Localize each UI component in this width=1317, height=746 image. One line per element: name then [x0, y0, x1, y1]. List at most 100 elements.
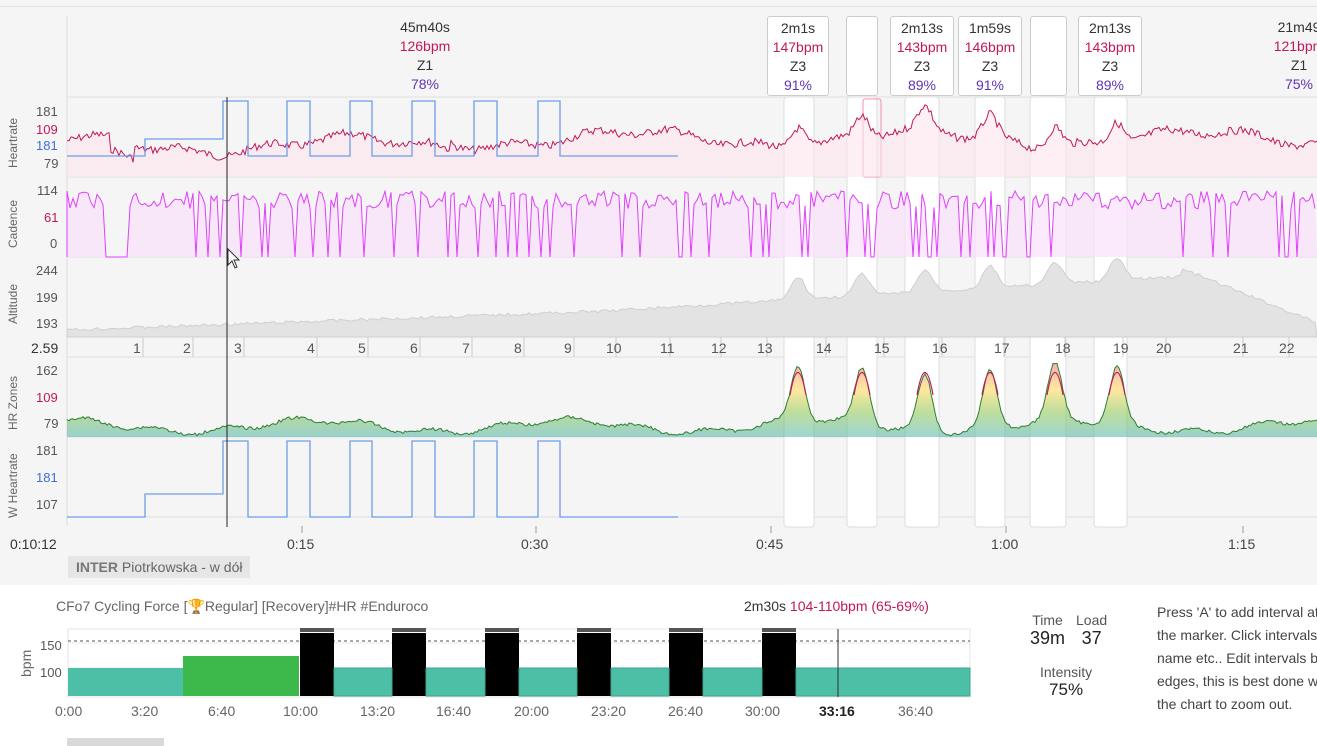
workout-time-tick: 20:00	[514, 703, 550, 719]
altitude-panel-title: Altitude	[6, 283, 20, 324]
workout-chart[interactable]	[0, 585, 1000, 746]
lap-number[interactable]: 10	[606, 340, 622, 356]
lap-number[interactable]: 3	[234, 340, 242, 356]
mouse-pointer-icon	[227, 247, 241, 269]
lap-number[interactable]: 21	[1233, 340, 1249, 356]
time-tick-label: 1:00	[991, 536, 1019, 552]
interval-card[interactable]	[846, 16, 878, 96]
hrzone-peak	[853, 372, 871, 396]
cadence-area	[67, 191, 1317, 257]
workout-step-cap	[669, 628, 703, 632]
segment-chip[interactable]: INTER Piotrkowska - w dół	[68, 556, 251, 578]
selected-hr: 104-110bpm (65-69%)	[789, 598, 929, 614]
stat-load-value: 37	[1081, 628, 1102, 648]
lap-number[interactable]: 8	[514, 340, 522, 356]
workout-step-recovery	[518, 667, 578, 697]
lap-number[interactable]: 13	[757, 340, 773, 356]
stat-intensity-label: Intensity	[1040, 664, 1093, 680]
alt-tick-max: 244	[36, 263, 58, 278]
horizontal-scrollbar-thumb[interactable]	[67, 738, 164, 746]
laps-left-value: 2.59	[31, 340, 59, 356]
interval-card-bpm: 147bpm	[772, 39, 824, 55]
interval-card-zone: Z3	[981, 58, 999, 74]
interval-card-zone: Z1	[1290, 57, 1308, 73]
workout-time-tick: 3:20	[131, 703, 159, 719]
interval-card-pct: 78%	[410, 76, 440, 92]
lap-number[interactable]: 5	[358, 340, 366, 356]
interval-card[interactable]	[1030, 16, 1067, 96]
interval-card[interactable]: 2m13s 143bpm Z3 89%	[1078, 16, 1142, 96]
lap-number[interactable]: 4	[307, 340, 315, 356]
stat-time-value: 39m	[1030, 628, 1066, 648]
lap-number[interactable]: 12	[711, 340, 727, 356]
workout-step-recovery	[425, 667, 486, 697]
wheartrate-panel-title: W Heartrate	[6, 453, 20, 518]
interval-card-zone: Z3	[913, 58, 931, 74]
interval-card-bpm: 143bpm	[1084, 39, 1136, 55]
lap-number[interactable]: 17	[994, 340, 1010, 356]
workout-panel: CFo7 Cycling Force [🏆Regular] [Recovery]…	[0, 585, 1317, 746]
lap-number[interactable]: 15	[874, 340, 890, 356]
cad-tick-max: 114	[37, 183, 58, 198]
time-tick-label: 0:30	[521, 536, 549, 552]
workout-step-cap	[300, 628, 334, 632]
workout-step-recovery	[795, 667, 971, 697]
alt-tick-mid: 199	[36, 290, 58, 305]
lap-number[interactable]: 7	[462, 340, 470, 356]
stat-time-label: Time	[1032, 612, 1063, 628]
lap-number[interactable]: 14	[816, 340, 832, 356]
interval-card[interactable]: 21m49 121bpm Z1 75%	[1254, 16, 1317, 96]
stat-time: Time 39m	[1030, 612, 1065, 649]
lap-number[interactable]: 6	[410, 340, 418, 356]
workout-step-cap	[485, 628, 519, 632]
lap-number[interactable]: 2	[183, 340, 191, 356]
workout-time-tick: 13:20	[360, 703, 396, 719]
interval-card-bpm: 121bpm	[1273, 38, 1317, 54]
workout-step-recovery	[610, 667, 670, 697]
lap-number[interactable]: 18	[1055, 340, 1071, 356]
interval-card[interactable]: 45m40s 126bpm Z1 78%	[387, 16, 463, 96]
time-tick-label: 1:15	[1228, 536, 1256, 552]
interval-card-bpm: 126bpm	[399, 38, 451, 54]
heartrate-panel-title: Heartrate	[6, 117, 20, 168]
help-line: Press 'A' to add interval at	[1157, 604, 1317, 620]
interval-card-dur: 2m1s	[780, 20, 816, 36]
interval-card[interactable]: 2m1s 147bpm Z3 91%	[767, 16, 829, 96]
lap-number[interactable]: 22	[1279, 340, 1295, 356]
w-heartrate-line	[67, 440, 678, 518]
lap-number[interactable]: 16	[932, 340, 948, 356]
interval-card-pct: 89%	[907, 77, 937, 93]
segment-tag: INTER	[76, 559, 118, 575]
interval-card-zone: Z3	[1101, 58, 1119, 74]
lap-number[interactable]: 11	[660, 340, 675, 356]
workout-time-tick: 30:00	[745, 703, 781, 719]
selected-step: 2m30s 104-110bpm (65-69%)	[744, 598, 929, 614]
stat-load-label: Load	[1076, 612, 1108, 628]
hrzone-peak	[981, 372, 999, 396]
interval-card-pct: 91%	[975, 77, 1005, 93]
interval-card-pct: 89%	[1095, 77, 1125, 93]
interval-card-bpm: 143bpm	[896, 39, 948, 55]
interval-card[interactable]: 1m59s 146bpm Z3 91%	[958, 16, 1022, 96]
help-line: edges, this is best done with	[1157, 673, 1317, 689]
workout-ytick-100: 100	[40, 665, 62, 680]
cad-tick-mid: 61	[44, 210, 59, 225]
charts-svg[interactable]	[0, 0, 1317, 585]
lap-number[interactable]: 20	[1156, 340, 1172, 356]
interval-card-pct: 75%	[1284, 76, 1314, 92]
cursor-time: 0:10:12	[10, 536, 57, 552]
help-line: name etc.. Edit intervals by dragging	[1157, 650, 1317, 666]
activity-charts[interactable]: 45m40s 126bpm Z1 78% 2m1s 147bpm Z3 91% 2m13s 143…	[0, 0, 1317, 585]
workout-step-interval	[485, 633, 519, 696]
lap-number[interactable]: 19	[1113, 340, 1129, 356]
interval-card[interactable]: 2m13s 143bpm Z3 89%	[890, 16, 954, 96]
workout-ytick-150: 150	[40, 638, 62, 653]
cadence-line	[66, 189, 1316, 258]
interval-card-dur: 2m13s	[900, 20, 944, 36]
lap-number[interactable]: 1	[133, 340, 141, 356]
cad-tick-min: 0	[50, 236, 58, 251]
interval-card-dur: 45m40s	[400, 19, 450, 35]
workout-step-recovery	[68, 668, 183, 696]
time-tick-label: 0:15	[287, 536, 315, 552]
lap-number[interactable]: 9	[564, 340, 572, 356]
